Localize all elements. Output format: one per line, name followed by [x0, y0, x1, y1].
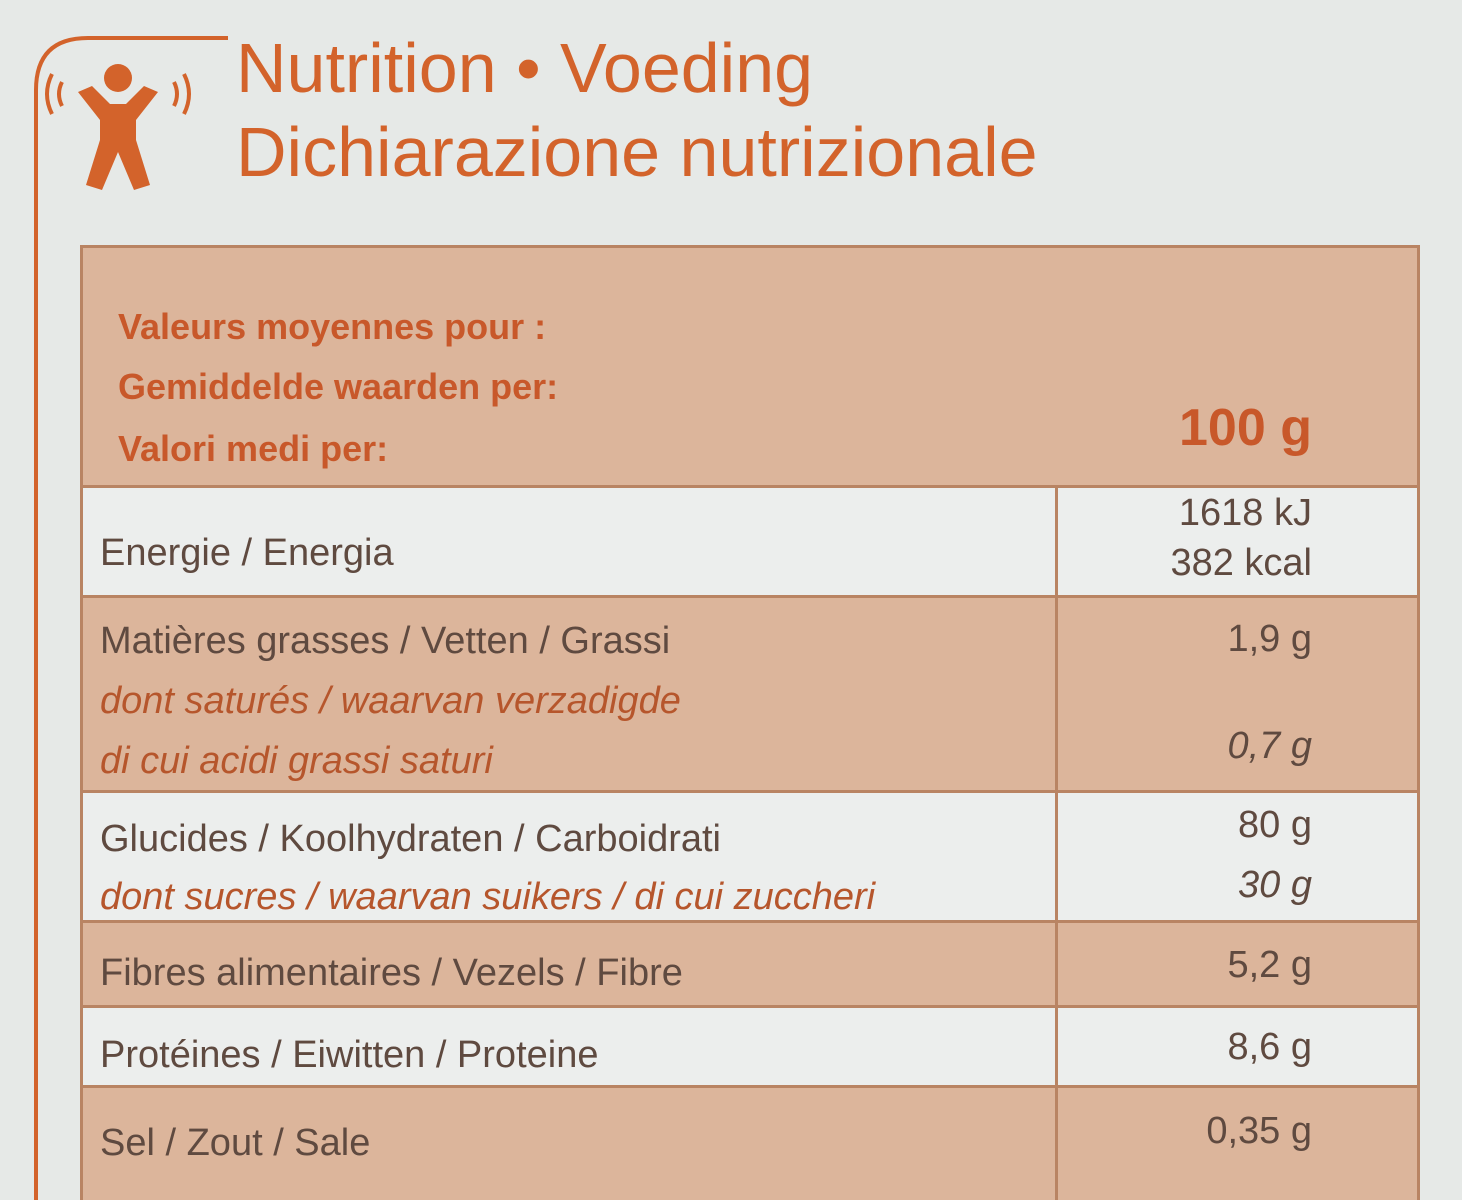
- row-label: Fibres alimentaires / Vezels / Fibre: [100, 952, 683, 994]
- header-line: Valori medi per:: [118, 428, 389, 469]
- row-label: Matières grasses / Vetten / Grassi: [100, 620, 671, 662]
- row: [80, 595, 1420, 790]
- header-line: Valeurs moyennes pour :: [118, 306, 547, 347]
- row-value: 382 kcal: [1170, 542, 1312, 584]
- row-value: 1618 kJ: [1178, 492, 1312, 534]
- table-header: [80, 245, 1420, 485]
- child-icon: [78, 64, 158, 190]
- column-divider: [1055, 485, 1058, 1200]
- row-value: 8,6 g: [1227, 1026, 1312, 1068]
- row: [80, 1085, 1420, 1200]
- row: [80, 485, 1420, 595]
- row-value: 0,35 g: [1206, 1110, 1312, 1152]
- row-sublabel: dont sucres / waarvan suikers / di cui z…: [100, 876, 876, 918]
- row-value: 1,9 g: [1227, 618, 1312, 660]
- row-label: Glucides / Koolhydraten / Carboidrati: [100, 818, 721, 860]
- signal-waves: [45, 73, 191, 115]
- title: Nutrition • Voeding: [236, 29, 814, 107]
- frame-and-icon: [34, 36, 228, 1200]
- frame-line: [34, 36, 228, 1200]
- row-value: 0,7 g: [1227, 725, 1312, 767]
- row-label: Protéines / Eiwitten / Proteine: [100, 1034, 599, 1076]
- row: [80, 1005, 1420, 1085]
- title: Dichiarazione nutrizionale: [236, 113, 1038, 191]
- row-sublabel: dont saturés / waarvan verzadigde: [100, 680, 681, 722]
- column-header: 100 g: [1179, 399, 1312, 457]
- header-line: Gemiddelde waarden per:: [118, 366, 559, 407]
- row-value: 5,2 g: [1227, 944, 1312, 986]
- row-value: 30 g: [1238, 864, 1312, 906]
- row: [80, 790, 1420, 920]
- row-label: Energie / Energia: [100, 532, 394, 574]
- row-label: Sel / Zout / Sale: [100, 1122, 371, 1164]
- row-value: 80 g: [1238, 804, 1312, 846]
- row: [80, 920, 1420, 1005]
- row-sublabel: di cui acidi grassi saturi: [100, 740, 493, 782]
